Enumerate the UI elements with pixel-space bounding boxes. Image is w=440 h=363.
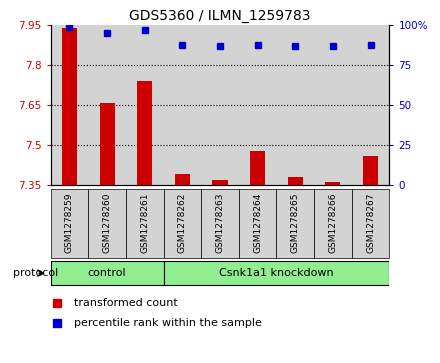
Text: GSM1278260: GSM1278260 — [103, 193, 112, 253]
FancyBboxPatch shape — [201, 189, 239, 258]
Text: GSM1278264: GSM1278264 — [253, 193, 262, 253]
Bar — [175, 175, 190, 185]
Text: GSM1278266: GSM1278266 — [328, 193, 337, 253]
Bar — [99, 103, 114, 185]
Text: GSM1278262: GSM1278262 — [178, 193, 187, 253]
FancyBboxPatch shape — [51, 189, 88, 258]
FancyBboxPatch shape — [352, 189, 389, 258]
Bar — [164, 25, 201, 185]
Text: GSM1278263: GSM1278263 — [216, 193, 224, 253]
FancyBboxPatch shape — [51, 261, 164, 285]
Bar — [62, 28, 77, 185]
FancyBboxPatch shape — [126, 189, 164, 258]
Bar — [326, 183, 341, 185]
Text: percentile rank within the sample: percentile rank within the sample — [74, 318, 262, 328]
Text: GSM1278261: GSM1278261 — [140, 193, 149, 253]
Bar — [201, 25, 239, 185]
Text: GSM1278259: GSM1278259 — [65, 193, 74, 253]
Bar — [239, 25, 276, 185]
FancyBboxPatch shape — [164, 261, 389, 285]
Bar — [88, 25, 126, 185]
Bar — [213, 180, 227, 185]
Bar — [276, 25, 314, 185]
FancyBboxPatch shape — [239, 189, 276, 258]
Bar — [314, 25, 352, 185]
Text: protocol: protocol — [13, 268, 58, 278]
Title: GDS5360 / ILMN_1259783: GDS5360 / ILMN_1259783 — [129, 9, 311, 23]
Bar — [288, 177, 303, 185]
Bar — [51, 25, 88, 185]
Bar — [126, 25, 164, 185]
Text: transformed count: transformed count — [74, 298, 178, 309]
Text: control: control — [88, 268, 126, 278]
Text: GSM1278265: GSM1278265 — [291, 193, 300, 253]
Text: GSM1278267: GSM1278267 — [366, 193, 375, 253]
Bar — [250, 151, 265, 185]
Bar — [363, 156, 378, 185]
FancyBboxPatch shape — [276, 189, 314, 258]
Bar — [352, 25, 389, 185]
FancyBboxPatch shape — [88, 189, 126, 258]
Text: Csnk1a1 knockdown: Csnk1a1 knockdown — [219, 268, 334, 278]
FancyBboxPatch shape — [164, 189, 201, 258]
Bar — [137, 81, 152, 185]
FancyBboxPatch shape — [314, 189, 352, 258]
